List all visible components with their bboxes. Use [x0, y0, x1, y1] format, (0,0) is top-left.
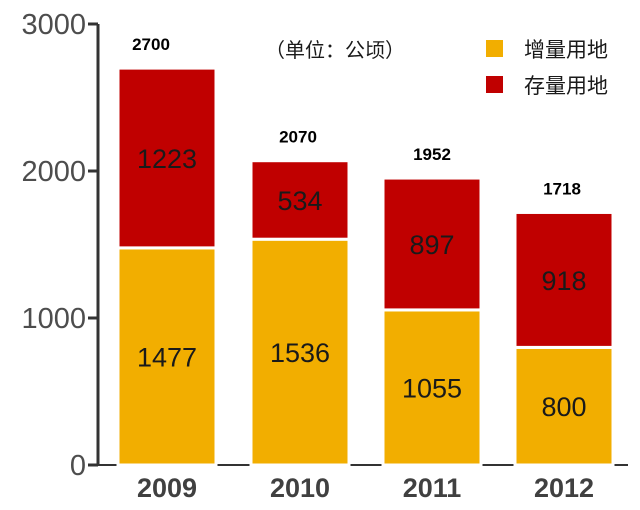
x-tick-label-2009: 2009 — [137, 473, 197, 503]
unit-note: （单位：公顷） — [265, 38, 405, 62]
y-tick-label-1000: 1000 — [21, 303, 86, 335]
bar-value-2010-series-0: 1536 — [270, 338, 330, 368]
x-tick-label-2011: 2011 — [403, 473, 462, 503]
bar-2010-series-1 — [249, 159, 351, 241]
total-label-2010: 2070 — [279, 128, 317, 147]
x-tick-label-2010: 2010 — [270, 473, 330, 503]
y-tick-label-3000: 3000 — [21, 9, 86, 41]
bar-2009-series-0 — [116, 246, 218, 467]
total-label-2009: 2700 — [132, 35, 170, 54]
legend-swatch-0 — [486, 40, 503, 57]
y-tick-label-2000: 2000 — [21, 156, 86, 188]
plot-area: 0 1000 2000 3000 1477 1223 2700 2009 1536 534 2070… — [21, 9, 628, 503]
bar-value-2012-series-1: 918 — [541, 266, 586, 296]
bar-2012-series-1 — [513, 210, 615, 349]
total-label-2012: 1718 — [543, 179, 581, 198]
bar-value-2009-series-0: 1477 — [137, 342, 197, 372]
x-tick-label-2012: 2012 — [534, 473, 594, 503]
legend-swatch-1 — [486, 76, 503, 93]
bar-value-2009-series-1: 1223 — [137, 144, 197, 174]
bar-2011-series-1 — [381, 176, 483, 312]
bar-value-2011-series-0: 1055 — [402, 373, 462, 403]
y-tick-label-0: 0 — [70, 450, 86, 482]
total-label-2011: 1952 — [413, 145, 451, 164]
bar-value-2010-series-1: 534 — [277, 186, 322, 216]
legend-label-1: 存量用地 — [524, 74, 608, 98]
bar-value-2011-series-1: 897 — [409, 230, 454, 260]
bar-2012-series-0 — [513, 345, 615, 467]
bar-2010-series-0 — [249, 237, 351, 467]
bar-2009-series-1 — [116, 66, 218, 250]
bar-value-2012-series-0: 800 — [541, 392, 586, 422]
bar-2011-series-0 — [381, 308, 483, 467]
legend-label-0: 增量用地 — [524, 38, 608, 62]
